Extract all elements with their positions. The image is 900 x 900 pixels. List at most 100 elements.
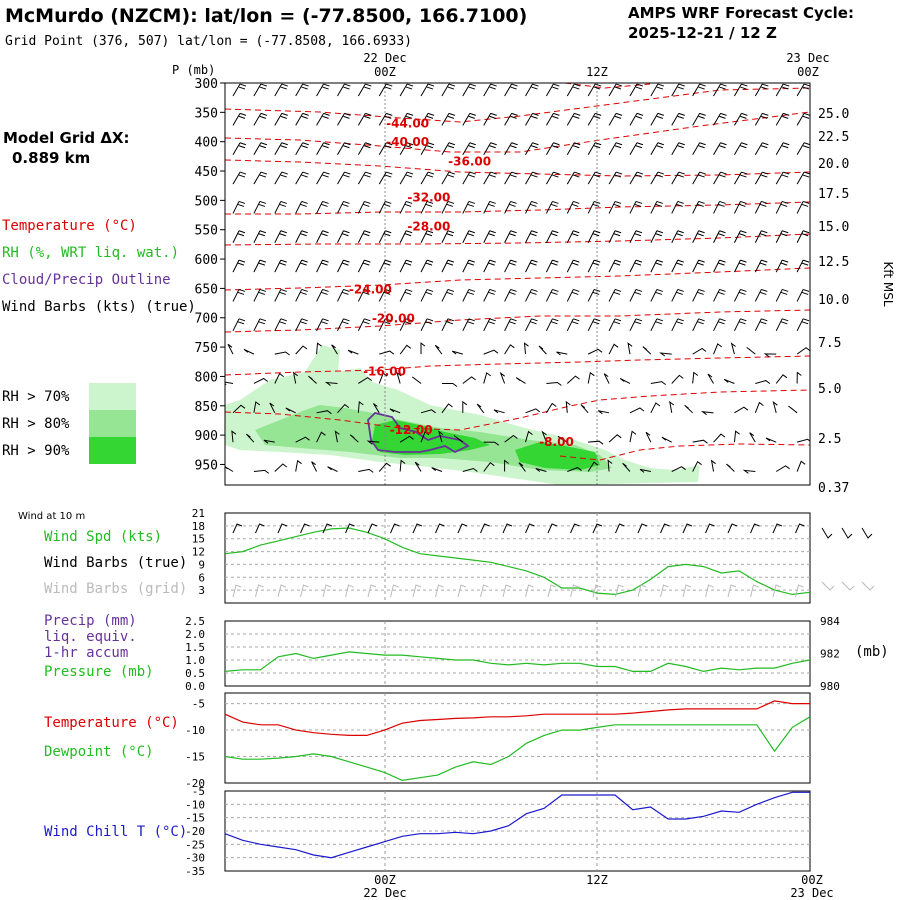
wind-barb xyxy=(627,342,633,355)
wind-barb xyxy=(692,142,706,155)
wind-barb-grid xyxy=(457,584,467,598)
wind-barb xyxy=(378,171,393,185)
pressure-tick-800: 800 xyxy=(195,370,218,385)
wind-barb xyxy=(684,404,693,414)
temperature-label: Temperature (°C) xyxy=(44,715,179,731)
wind-barb xyxy=(504,318,517,332)
wind-barb-true xyxy=(795,523,805,534)
wind-barb xyxy=(493,409,505,414)
series-line-wind xyxy=(224,791,810,859)
rh-70-label: RH > 70% xyxy=(2,389,70,405)
wind-barb-grid xyxy=(547,584,557,598)
wind-barb xyxy=(733,112,748,126)
wind-barb-true xyxy=(660,523,670,534)
wind-barb xyxy=(378,83,393,97)
wind-barb xyxy=(713,230,726,243)
wind-barb-true xyxy=(435,523,445,534)
top-tick-12z: 12Z xyxy=(586,65,608,79)
wind-barb xyxy=(796,288,810,302)
wind-barb xyxy=(274,372,284,384)
wind-barbs-grid-label: Wind Barbs (grid) xyxy=(44,581,187,597)
wind-barb xyxy=(316,112,330,126)
wind-barb xyxy=(396,371,402,384)
wind-barb xyxy=(420,288,434,302)
panel-tick--5: -5 xyxy=(192,698,205,711)
wind-barb xyxy=(337,200,350,214)
wind-barb xyxy=(608,318,622,332)
wind-barb xyxy=(316,431,326,443)
isotherm-label-8: -12.00 xyxy=(390,423,433,437)
wind-barb xyxy=(650,112,665,126)
wind-barb xyxy=(225,381,234,385)
wind-barb xyxy=(723,378,735,384)
wind-barb xyxy=(295,345,308,355)
wind-barb xyxy=(483,142,497,155)
wind-barb xyxy=(692,259,705,273)
wind-barb xyxy=(650,200,664,214)
bottom-date-22dec: 22 Dec xyxy=(363,886,406,900)
height-tick-10: 0.37 xyxy=(818,481,849,496)
wind-barb xyxy=(476,403,485,414)
isotherm-24 xyxy=(225,267,810,291)
wind-barb xyxy=(566,375,580,384)
wind-barb xyxy=(263,439,275,444)
wind-barb xyxy=(420,409,436,414)
wind-barb-true xyxy=(277,523,288,534)
wind-barb xyxy=(525,142,539,155)
wind-barb-true xyxy=(682,523,693,534)
isotherm-32 xyxy=(225,201,810,215)
wind-barb xyxy=(357,200,371,214)
wind-barb xyxy=(420,171,435,185)
wind-barb xyxy=(775,318,789,332)
isotherm-label-5: -24.00 xyxy=(349,282,392,296)
wind-barb-grid xyxy=(480,584,489,598)
wind-barb xyxy=(232,404,246,414)
wind-barb xyxy=(619,378,631,384)
wind-barb xyxy=(441,382,458,387)
wind-barb xyxy=(453,435,464,443)
wind-barb xyxy=(378,230,392,243)
wind-barb xyxy=(629,200,643,214)
wind-barb xyxy=(713,318,726,332)
wind-barb-grid xyxy=(525,584,534,598)
cross-section-border xyxy=(224,82,811,486)
wind-barb xyxy=(713,259,726,273)
wind-barb xyxy=(523,342,529,355)
wind-barb-true xyxy=(772,523,783,534)
wind-barb-grid xyxy=(682,584,692,598)
wind-barb xyxy=(349,434,359,443)
panel-tick-9: 9 xyxy=(198,558,205,571)
legend-temperature: Temperature (°C) xyxy=(2,218,137,234)
wind-barb xyxy=(399,318,413,332)
wind-barb xyxy=(483,441,499,446)
wind-barb xyxy=(565,400,571,413)
wind-barb xyxy=(378,112,393,126)
wind-barb xyxy=(754,171,769,185)
wind-barb xyxy=(692,318,705,332)
wind-barb xyxy=(431,467,443,472)
wind-barb xyxy=(587,259,601,273)
wind-barb xyxy=(274,83,288,97)
wind-barb xyxy=(629,318,643,332)
pressure-tick-300: 300 xyxy=(195,77,218,92)
wind-barb xyxy=(253,377,268,384)
wind-barb xyxy=(692,371,699,384)
wind-barb xyxy=(525,112,539,126)
height-tick-1: 22.5 xyxy=(818,130,849,145)
model-grid-value: 0.889 km xyxy=(12,149,90,167)
wind-barb xyxy=(587,171,602,185)
wind-barb xyxy=(274,259,287,273)
pressure-tick-900: 900 xyxy=(195,429,218,444)
pressure-ticks: 300 350 400 450 500 550 600 650 700 750 800 850 900 9… xyxy=(195,77,225,473)
wind-barb xyxy=(692,230,705,243)
wind-barb xyxy=(232,259,246,273)
wind-barb xyxy=(357,230,371,243)
wind-barb xyxy=(274,288,287,302)
panel-tick-12: 12 xyxy=(192,546,205,559)
panel-frame xyxy=(224,512,811,604)
wind-barb xyxy=(796,230,810,243)
wind-barb xyxy=(671,466,686,472)
wind-barb xyxy=(525,200,538,214)
wind-barb xyxy=(399,112,414,126)
